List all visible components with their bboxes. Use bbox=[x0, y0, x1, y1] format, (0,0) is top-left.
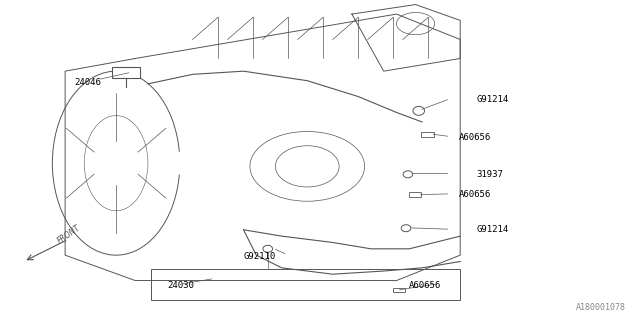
Text: A180001078: A180001078 bbox=[576, 303, 626, 312]
Text: G91214: G91214 bbox=[476, 95, 508, 104]
FancyBboxPatch shape bbox=[408, 192, 421, 197]
Text: FRONT: FRONT bbox=[56, 224, 82, 246]
FancyBboxPatch shape bbox=[421, 132, 434, 137]
Text: A60656: A60656 bbox=[409, 281, 442, 290]
FancyBboxPatch shape bbox=[393, 288, 405, 292]
FancyBboxPatch shape bbox=[111, 68, 140, 78]
Text: 24030: 24030 bbox=[167, 281, 194, 290]
Text: G91214: G91214 bbox=[476, 225, 508, 234]
Text: 31937: 31937 bbox=[476, 170, 503, 179]
Text: G92110: G92110 bbox=[244, 252, 276, 261]
Text: A60656: A60656 bbox=[459, 190, 491, 199]
Text: A60656: A60656 bbox=[459, 133, 491, 142]
Text: 24046: 24046 bbox=[75, 78, 102, 87]
